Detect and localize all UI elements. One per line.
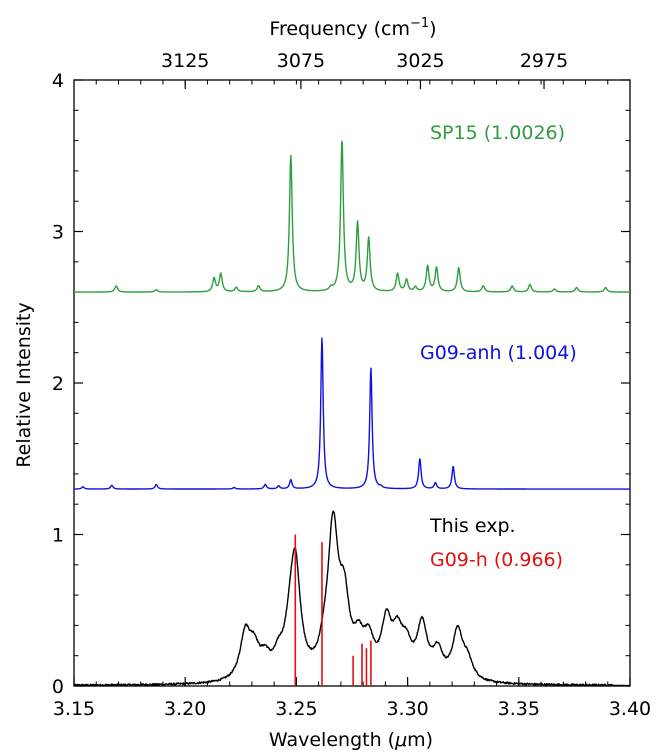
x-axis-title: Wavelength (μm)	[269, 729, 433, 751]
series-label-g09-h: G09-h (0.966)	[430, 549, 563, 571]
series-label-sp15: SP15 (1.0026)	[430, 122, 565, 144]
top-axis-title: Frequency (cm−1)	[269, 16, 436, 40]
top-tick-label: 3075	[277, 50, 325, 72]
x-tick-label: 3.25	[275, 698, 317, 720]
plot-area: 3.15 3.20 3.25 3.30 3.35 3.40 0 1 2 3 4 3125 3075 302…	[52, 50, 651, 720]
top-axis-title-superscript: −1	[410, 16, 429, 31]
series-line-1	[73, 337, 631, 490]
series-labels: SP15 (1.0026) G09-anh (1.004) This exp. …	[420, 122, 577, 571]
top-tick-label: 2975	[520, 50, 568, 72]
top-tick-label: 3125	[161, 50, 209, 72]
x-axis-title-prefix: Wavelength (	[269, 729, 395, 751]
top-axis-title-close: )	[429, 18, 436, 40]
axis-titles: Wavelength (μm) Frequency (cm−1) Relativ…	[13, 16, 437, 751]
x-tick-label: 3.20	[164, 698, 206, 720]
top-axis-title-main: Frequency (cm	[269, 18, 410, 40]
series-line-2	[73, 510, 631, 687]
series-label-g09-anh: G09-anh (1.004)	[420, 342, 577, 364]
x-tick-label: 3.30	[386, 698, 428, 720]
x-tick-label: 3.40	[609, 698, 651, 720]
y-tick-label: 4	[52, 70, 64, 92]
plot-frame	[73, 79, 631, 687]
top-tick-label: 3025	[396, 50, 444, 72]
x-tick-label: 3.15	[53, 698, 95, 720]
x-tick-label: 3.35	[498, 698, 540, 720]
y-tick-label: 2	[52, 373, 64, 395]
series-line-0	[73, 140, 631, 293]
y-tick-label: 0	[52, 676, 64, 698]
series-label-this-exp: This exp.	[429, 515, 516, 537]
y-axis-title: Relative Intensity	[13, 302, 35, 467]
x-axis-title-mu: μ	[394, 729, 407, 751]
y-tick-label: 1	[52, 525, 64, 547]
x-axis-title-suffix: m)	[407, 729, 433, 751]
y-tick-label: 3	[52, 222, 64, 244]
